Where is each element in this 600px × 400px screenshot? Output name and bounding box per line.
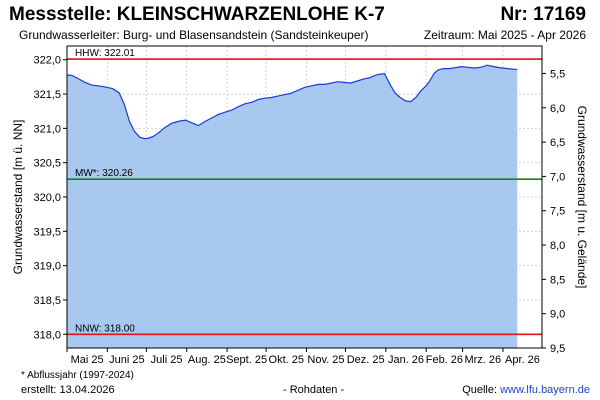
- y-tick-label: 321,5: [33, 89, 61, 101]
- y-tick-label: 320,5: [33, 158, 61, 170]
- source-label: Quelle:: [462, 384, 501, 396]
- x-tick-label: Juni 25: [109, 354, 144, 366]
- x-tick-label: Nov. 25: [307, 354, 344, 366]
- series-area: [67, 65, 518, 348]
- x-tick-label: Mrz. 26: [464, 354, 501, 366]
- reference-label: HHW: 322.01: [75, 48, 135, 59]
- y-tick-label: 321,0: [33, 123, 61, 135]
- x-axis: Mai 25 Juni 25 Juli 25 Aug. 25 Sept. 25 Okt. …: [66, 348, 540, 366]
- series-line: [66, 64, 518, 140]
- reference-label: NNW: 318.00: [75, 323, 135, 334]
- x-tick-label: Sept. 25: [226, 354, 267, 366]
- y2-tick-label: 8,0: [550, 240, 565, 252]
- y2-tick-label: 9,0: [550, 309, 565, 321]
- x-tick-label: Dez. 25: [347, 354, 385, 366]
- x-tick-label: Mai 25: [71, 354, 104, 366]
- y2-tick-label: 6,0: [550, 103, 565, 115]
- y2-tick-label: 6,5: [550, 137, 565, 149]
- reference-lines: HHW: 322.01 MW*: 320.26 NNW: 318.00: [67, 48, 542, 336]
- y-axis-label: Grundwasserstand [m ü. NN]: [11, 120, 25, 275]
- y2-tick-label: 8,5: [550, 274, 565, 286]
- x-tick-label: Jan. 26: [388, 354, 424, 366]
- y-axis-left: 318,0 318,5 319,0 319,5 320,0 320,5 321,0 321,5…: [33, 55, 67, 341]
- y-tick-label: 319,5: [33, 226, 61, 238]
- aquifer-label: Grundwasserleiter: Burg- und Blasensands…: [19, 28, 369, 42]
- x-tick-label: Aug. 25: [188, 354, 226, 366]
- station-number: Nr: 17169: [500, 4, 586, 25]
- y2-tick-label: 7,0: [550, 171, 565, 183]
- period-label: Zeitraum: Mai 2025 - Apr 2026: [423, 28, 586, 42]
- y2-axis-label: Grundwasserstand [m u. Gelände]: [575, 106, 589, 289]
- reference-label: MW*: 320.26: [75, 168, 133, 179]
- y2-tick-label: 7,5: [550, 206, 565, 218]
- created-date: erstellt: 13.04.2026: [21, 384, 115, 396]
- y2-tick-label: 5,5: [550, 68, 565, 80]
- station-title: Messstelle: KLEINSCHWARZENLOHE K-7: [9, 4, 385, 25]
- y-axis-right: 5,5 6,0 6,5 7,0 7,5 8,0 8,5 9,0 9,5: [542, 68, 565, 355]
- y-tick-label: 322,0: [33, 55, 61, 67]
- y-tick-label: 318,5: [33, 295, 61, 307]
- x-tick-label: Feb. 26: [426, 354, 463, 366]
- y-tick-label: 320,0: [33, 192, 61, 204]
- source-link[interactable]: www.lfu.bayern.de: [500, 384, 590, 396]
- x-tick-label: Juli 25: [151, 354, 183, 366]
- source: Quelle: www.lfu.bayern.de: [462, 384, 590, 396]
- y-tick-label: 319,0: [33, 261, 61, 273]
- footnote: * Abflussjahr (1997-2024): [21, 370, 134, 381]
- raw-data-label: - Rohdaten -: [283, 384, 345, 396]
- y2-tick-label: 9,5: [550, 343, 565, 355]
- y-tick-label: 318,0: [33, 329, 61, 341]
- x-tick-label: Apr. 26: [505, 354, 540, 366]
- x-tick-label: Okt. 25: [269, 354, 304, 366]
